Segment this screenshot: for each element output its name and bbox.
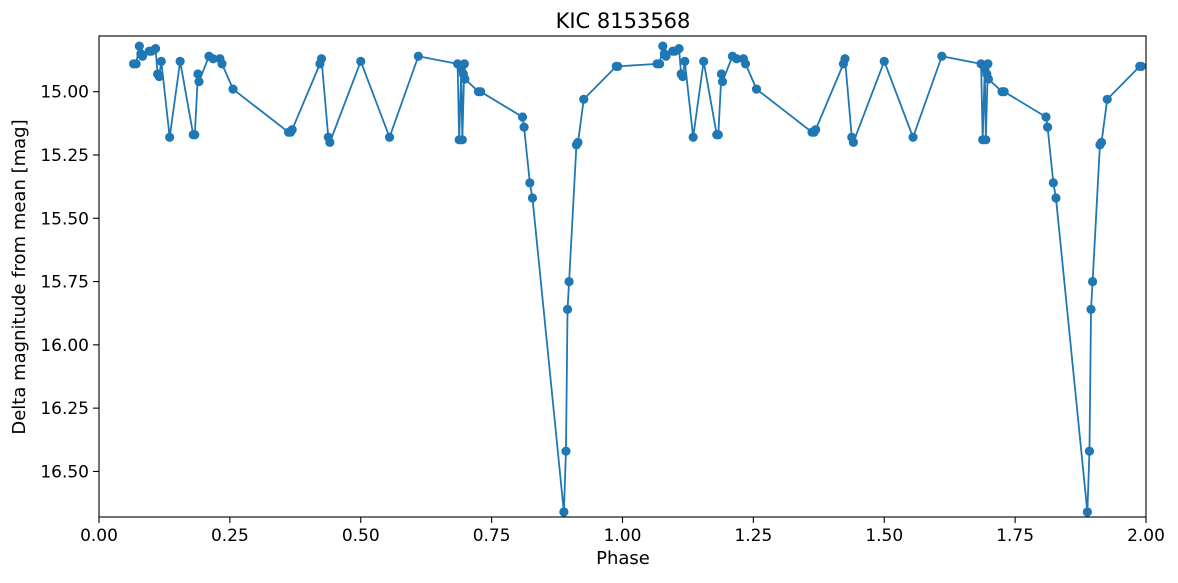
data-point [150, 44, 161, 54]
data-point [562, 304, 573, 315]
data-point [476, 87, 486, 97]
data-point [1048, 178, 1058, 188]
y-axis: 15.00 15.25 15.50 15.75 16.00 16.25 16.50 [40, 83, 99, 482]
y-tick-label: 15.75 [40, 273, 89, 293]
data-point [1041, 112, 1051, 122]
data-point [848, 137, 858, 147]
data-point [1136, 61, 1146, 71]
data-point [840, 54, 850, 64]
data-point [713, 130, 723, 140]
data-point [716, 69, 727, 79]
series-line [133, 45, 1142, 513]
data-point [519, 122, 529, 132]
data-point [1096, 137, 1107, 147]
data-point [661, 51, 671, 61]
data-point [740, 59, 751, 69]
data-point [525, 178, 535, 188]
data-point [194, 76, 204, 87]
data-point [564, 276, 574, 287]
data-point [732, 54, 742, 64]
data-layer [128, 41, 1146, 517]
data-point [658, 41, 668, 51]
data-point [175, 56, 185, 66]
data-point [680, 56, 690, 66]
data-point [1088, 276, 1098, 287]
data-point [983, 74, 994, 84]
data-point [688, 132, 698, 142]
data-point [384, 132, 395, 142]
data-point [613, 61, 623, 71]
chart-title: KIC 8153568 [556, 9, 691, 33]
data-point [154, 71, 164, 82]
y-tick-label: 16.00 [40, 336, 89, 356]
data-point [356, 56, 366, 66]
data-point [217, 59, 227, 69]
data-point [134, 41, 144, 51]
data-point [131, 59, 141, 69]
data-point [190, 130, 200, 140]
data-point [1086, 304, 1096, 315]
data-point [517, 112, 528, 122]
data-point [156, 56, 166, 66]
x-tick-label: 0.75 [473, 526, 511, 546]
data-point [460, 74, 470, 84]
data-point [316, 54, 327, 64]
data-point [208, 54, 218, 64]
x-axis: 0.00 0.25 0.50 0.75 1.00 1.25 1.50 1.75 2.00 [80, 517, 1165, 546]
x-axis-label: Phase [596, 548, 650, 569]
y-tick-label: 15.25 [40, 146, 89, 166]
data-point [655, 59, 665, 69]
data-point [751, 84, 762, 94]
plot-area [98, 35, 1147, 518]
y-tick-label: 15.00 [40, 83, 89, 103]
data-point [459, 59, 469, 69]
x-tick-label: 1.50 [865, 526, 903, 546]
data-point [1082, 507, 1092, 517]
data-point [579, 94, 589, 104]
data-point [717, 76, 728, 87]
data-point [674, 44, 684, 54]
data-point [879, 56, 889, 66]
x-tick-label: 2.00 [1127, 526, 1165, 546]
x-tick-label: 1.25 [734, 526, 772, 546]
data-point [413, 51, 423, 61]
data-point [908, 132, 918, 142]
y-tick-label: 15.50 [40, 209, 89, 229]
y-axis-label: Delta magnitude from mean [mag] [9, 119, 30, 434]
y-tick-label: 16.50 [40, 462, 89, 482]
x-tick-label: 0.50 [342, 526, 380, 546]
data-point [678, 71, 688, 82]
y-tick-label: 16.25 [40, 399, 89, 419]
data-point [527, 193, 538, 203]
data-point [561, 446, 571, 456]
data-point [937, 51, 947, 61]
x-tick-label: 0.00 [80, 526, 118, 546]
data-point [193, 69, 203, 79]
data-point [137, 51, 148, 61]
data-point [325, 137, 335, 147]
data-point [981, 135, 991, 145]
data-point [228, 84, 238, 94]
data-point [1084, 446, 1095, 456]
data-point [1042, 122, 1053, 132]
data-point [999, 87, 1009, 97]
data-point [811, 125, 821, 135]
data-point [165, 132, 175, 142]
x-tick-label: 1.00 [604, 526, 642, 546]
data-point [573, 137, 583, 147]
data-point [1051, 193, 1061, 203]
data-point [457, 135, 467, 145]
x-tick-label: 1.75 [996, 526, 1034, 546]
x-tick-label: 0.25 [211, 526, 249, 546]
data-point [287, 125, 297, 135]
data-point [983, 59, 993, 69]
data-point [1102, 94, 1112, 104]
data-point [559, 507, 569, 517]
data-point [699, 56, 709, 66]
